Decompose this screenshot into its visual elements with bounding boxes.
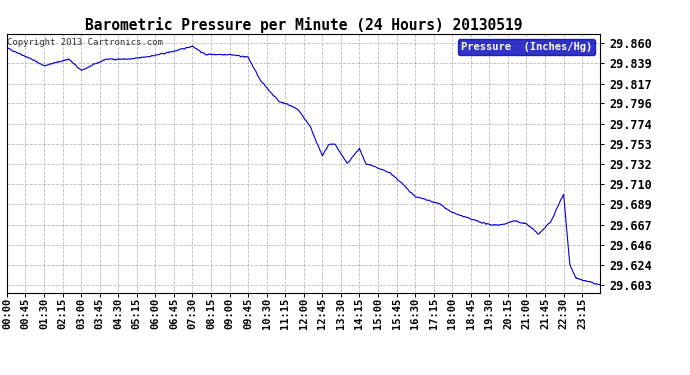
Text: Copyright 2013 Cartronics.com: Copyright 2013 Cartronics.com [8,38,164,46]
Title: Barometric Pressure per Minute (24 Hours) 20130519: Barometric Pressure per Minute (24 Hours… [85,16,522,33]
Legend: Pressure  (Inches/Hg): Pressure (Inches/Hg) [457,39,595,55]
